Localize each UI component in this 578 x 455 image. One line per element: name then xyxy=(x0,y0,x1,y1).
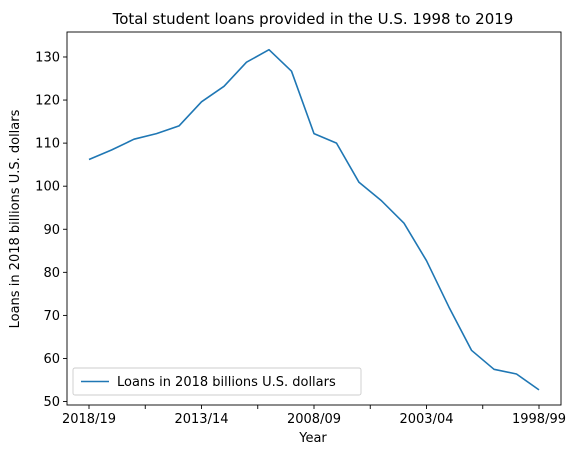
y-tick-label: 120 xyxy=(35,94,60,109)
plot-area: 50 60 70 80 90 100 110 120 130 2018/19 2013/14 2008… xyxy=(35,31,566,427)
x-tick-label: 2013/14 xyxy=(174,412,228,427)
y-tick-label: 80 xyxy=(43,266,60,281)
y-tick-label: 110 xyxy=(35,137,60,152)
plot-frame xyxy=(66,31,562,406)
y-tick-label: 60 xyxy=(43,352,60,367)
x-tick-label: 1998/99 xyxy=(512,412,566,427)
series-line-0 xyxy=(88,48,540,391)
legend: Loans in 2018 billions U.S. dollars xyxy=(72,367,362,396)
x-tick-label: 2008/09 xyxy=(287,412,341,427)
y-tick-label: 50 xyxy=(43,395,60,410)
y-tick-label: 100 xyxy=(35,180,60,195)
y-axis-label: Loans in 2018 billions U.S. dollars xyxy=(8,109,23,328)
x-tick-label: 2003/04 xyxy=(399,412,453,427)
x-axis-label: Year xyxy=(298,431,327,446)
y-tick-label: 130 xyxy=(35,50,60,65)
chart-title: Total student loans provided in the U.S.… xyxy=(112,10,514,28)
legend-box xyxy=(72,367,362,396)
y-tick-label: 70 xyxy=(43,309,60,324)
y-tick-label: 90 xyxy=(43,223,60,238)
legend-label: Loans in 2018 billions U.S. dollars xyxy=(117,375,336,390)
x-tick-label: 2018/19 xyxy=(62,412,116,427)
